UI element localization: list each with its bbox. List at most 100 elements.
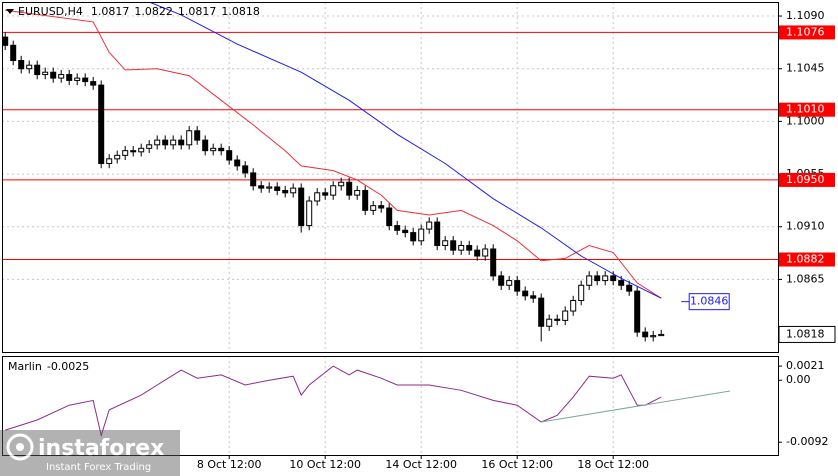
watermark: instaforex Instant Forex Trading: [0, 430, 180, 476]
y-tick-label: 0.00: [786, 373, 811, 386]
current-price-label: 1.0818: [786, 327, 825, 340]
x-tick-label: 14 Oct 12:00: [385, 458, 457, 471]
x-tick-label: 10 Oct 12:00: [289, 458, 361, 471]
candle-body: [402, 229, 409, 234]
candle-body: [306, 200, 313, 227]
candle-body: [98, 84, 105, 165]
candle-body: [418, 228, 425, 242]
candle-body: [290, 187, 297, 194]
indicator-line: [5, 365, 662, 438]
candle-body: [90, 81, 97, 86]
candle-body: [642, 331, 649, 338]
candle-body: [234, 159, 241, 167]
indicator-name: Marlin: [8, 360, 42, 373]
candle-body: [138, 147, 145, 153]
candle-body: [146, 144, 153, 149]
candle-body: [34, 64, 41, 76]
indicator-value: -0.0025: [47, 360, 89, 373]
x-tick-label: 8 Oct 12:00: [197, 458, 262, 471]
candle-body: [426, 221, 433, 230]
candle-body: [354, 189, 361, 196]
candle-body: [386, 207, 393, 227]
moving-average: [5, 9, 662, 299]
watermark-icon: [6, 433, 34, 461]
main-frame: [2, 2, 779, 353]
candle-body: [546, 318, 553, 327]
indicator-frame: [2, 356, 779, 456]
level-label: 1.1010: [786, 103, 825, 116]
y-tick-label: 1.1045: [786, 62, 825, 75]
candle-body: [466, 244, 473, 251]
open-value: 1.0817: [91, 5, 130, 18]
x-tick-label: 16 Oct 12:00: [481, 458, 553, 471]
y-tick-label: 1.0910: [786, 220, 825, 233]
candle-body: [338, 181, 345, 187]
candle-body: [658, 333, 665, 337]
candle-body: [258, 185, 265, 189]
watermark-icon-dot: [16, 443, 24, 451]
indicator-plot: [5, 365, 731, 438]
candle-body: [114, 154, 121, 160]
candle-body: [514, 280, 521, 292]
candle-body: [10, 44, 17, 62]
candle-body: [274, 186, 281, 191]
candle-body: [18, 60, 25, 70]
candle-body: [570, 299, 577, 312]
candle-body: [554, 318, 561, 321]
candle-body: [106, 158, 113, 165]
candle-body: [202, 139, 209, 152]
candle-body: [370, 205, 377, 211]
candle-body: [66, 74, 73, 81]
candle-body: [562, 310, 569, 321]
candle-body: [266, 186, 273, 189]
level-label-bg: [779, 25, 835, 40]
candle-body: [506, 280, 513, 286]
candle-body: [490, 248, 497, 277]
candle-body: [634, 290, 641, 333]
candle-body: [162, 139, 169, 146]
header: EURUSD,H4 1.0817 1.0822 1.0817 1.0818: [18, 5, 260, 18]
level-label: 1.1076: [786, 25, 825, 38]
candle-body: [482, 248, 489, 257]
candle-body: [2, 36, 9, 46]
candle-body: [330, 185, 337, 196]
low-value: 1.0817: [178, 5, 217, 18]
x-tick-label: 18 Oct 12:00: [577, 458, 649, 471]
candle-body: [82, 77, 89, 83]
indicator-title: Marlin -0.0025: [8, 360, 89, 373]
collapse-icon[interactable]: [6, 9, 14, 14]
candle-body: [122, 150, 129, 156]
candle-body: [282, 189, 289, 194]
candle-body: [218, 147, 225, 152]
annotation-label: 1.0846: [690, 295, 729, 308]
candle-body: [594, 275, 601, 282]
candle-body: [610, 275, 617, 282]
candle-body: [626, 284, 633, 292]
candle-body: [522, 290, 529, 297]
level-label-bg: [779, 252, 835, 267]
candle-body: [170, 139, 177, 146]
candle-body: [26, 64, 33, 70]
main-plot: [2, 2, 778, 342]
candle-body: [242, 165, 249, 174]
candle-body: [226, 150, 233, 161]
candle-body: [442, 240, 449, 246]
level-label-bg: [779, 102, 835, 117]
candle-body: [42, 71, 49, 76]
candle-body: [194, 130, 201, 141]
candle-body: [130, 150, 137, 153]
level-label: 1.0882: [786, 253, 825, 266]
candle-body: [298, 187, 305, 227]
y-tick-label: -0.0092: [786, 435, 828, 448]
candle-body: [650, 335, 657, 338]
candle-body: [178, 139, 185, 146]
candle-body: [498, 275, 505, 286]
candle-body: [618, 280, 625, 286]
y-tick-label: 1.1090: [786, 9, 825, 22]
candle-body: [586, 275, 593, 286]
main-grid: [2, 2, 778, 352]
candle-body: [410, 232, 417, 242]
high-value: 1.0822: [134, 5, 173, 18]
indicator-trendline: [541, 390, 731, 423]
